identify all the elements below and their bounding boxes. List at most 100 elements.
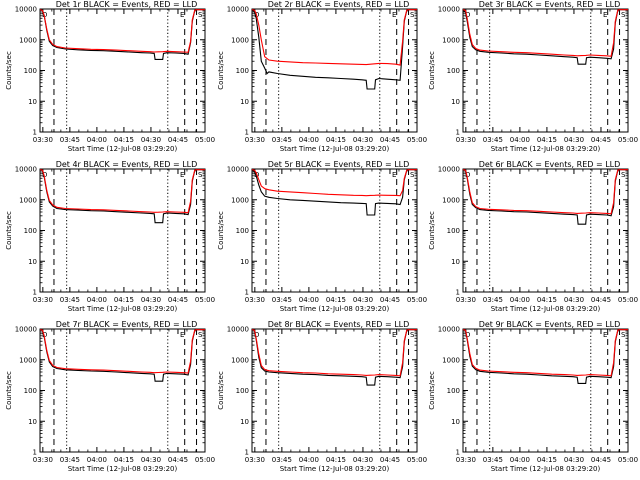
y-tick-label: 10	[240, 98, 249, 106]
x-tick-label: 04:15	[326, 456, 346, 464]
x-tick-label: 04:45	[380, 456, 400, 464]
corner-label-s: S	[410, 331, 415, 339]
corner-label-s: S	[621, 171, 626, 179]
chart-title: Det 4r BLACK = Events, RED = LLD	[56, 160, 198, 169]
x-tick-label: 04:45	[168, 456, 188, 464]
x-tick-label: 04:00	[87, 136, 107, 144]
x-tick-label: 03:30	[245, 136, 265, 144]
x-tick-label: 04:00	[299, 456, 319, 464]
corner-label-d: D	[465, 171, 470, 179]
x-tick-label: 05:00	[407, 136, 427, 144]
x-tick-label: 04:00	[87, 296, 107, 304]
x-axis-label: Start Time (12-Jul-08 03:29:20)	[491, 305, 601, 313]
y-tick-label: 1000	[442, 196, 460, 204]
x-axis-label: Start Time (12-Jul-08 03:29:20)	[491, 465, 601, 473]
plot-frame	[462, 328, 629, 453]
x-tick-label: 04:30	[353, 296, 373, 304]
x-tick-label: 04:15	[114, 456, 134, 464]
series-line-events	[252, 169, 417, 216]
y-tick-label: 100	[447, 67, 460, 75]
y-tick-label: 1	[245, 449, 249, 457]
y-axis-label: Counts/sec	[5, 51, 13, 90]
series-line-lld	[463, 9, 628, 57]
series-line-lld	[463, 329, 628, 377]
series-line-lld	[463, 169, 628, 215]
plot-frame	[39, 8, 206, 133]
x-tick-label: 03:30	[456, 136, 476, 144]
y-axis-label: Counts/sec	[428, 371, 436, 410]
plot-frame	[251, 168, 418, 293]
corner-label-d: D	[42, 11, 47, 19]
y-tick-label: 10000	[438, 166, 460, 174]
x-axis-label: Start Time (12-Jul-08 03:29:20)	[280, 305, 390, 313]
series-line-lld	[252, 329, 417, 377]
corner-label-e: E	[180, 331, 184, 339]
y-tick-label: 10	[451, 258, 460, 266]
y-tick-label: 1	[456, 449, 460, 457]
y-tick-label: 10000	[438, 326, 460, 334]
corner-label-e: E	[603, 331, 607, 339]
y-tick-label: 100	[236, 67, 249, 75]
series-line-lld	[40, 169, 205, 214]
corner-label-e: E	[392, 331, 396, 339]
y-tick-label: 1	[33, 129, 37, 137]
plot-frame	[39, 168, 206, 293]
x-tick-label: 04:45	[591, 296, 611, 304]
x-tick-label: 04:45	[380, 136, 400, 144]
series-line-events	[40, 169, 205, 224]
corner-label-d: D	[42, 331, 47, 339]
x-axis-label: Start Time (12-Jul-08 03:29:20)	[68, 305, 178, 313]
x-tick-label: 04:15	[537, 296, 557, 304]
corner-label-d: D	[465, 331, 470, 339]
y-axis-label: Counts/sec	[428, 51, 436, 90]
x-tick-label: 03:45	[483, 296, 503, 304]
x-tick-label: 04:30	[353, 456, 373, 464]
chart-panel-5: Det 5r BLACK = Events, RED = LLD 1 10 100 10…	[217, 160, 427, 313]
y-tick-label: 10	[28, 418, 37, 426]
x-tick-label: 04:45	[380, 296, 400, 304]
y-tick-label: 10000	[438, 6, 460, 14]
x-tick-label: 04:30	[564, 296, 584, 304]
corner-label-e: E	[180, 11, 184, 19]
corner-label-d: D	[254, 331, 259, 339]
x-tick-label: 04:15	[537, 456, 557, 464]
x-axis-label: Start Time (12-Jul-08 03:29:20)	[68, 465, 178, 473]
chart-title: Det 9r BLACK = Events, RED = LLD	[479, 320, 621, 329]
y-tick-label: 10000	[227, 6, 249, 14]
plot-frame	[462, 8, 629, 133]
y-tick-label: 10000	[15, 6, 37, 14]
corner-label-s: S	[410, 11, 415, 19]
y-tick-label: 1000	[442, 356, 460, 364]
corner-label-s: S	[198, 171, 203, 179]
series-line-lld	[252, 9, 417, 66]
x-axis-label: Start Time (12-Jul-08 03:29:20)	[68, 145, 178, 153]
x-tick-label: 03:45	[60, 136, 80, 144]
chart-panel-9: Det 9r BLACK = Events, RED = LLD 1 10 100 10…	[428, 320, 638, 473]
y-tick-label: 1	[33, 289, 37, 297]
x-tick-label: 04:30	[141, 456, 161, 464]
chart-panel-3: Det 3r BLACK = Events, RED = LLD 1 10 100 10…	[428, 0, 638, 153]
y-tick-label: 100	[24, 227, 37, 235]
x-tick-label: 05:00	[618, 296, 638, 304]
y-tick-label: 10	[451, 418, 460, 426]
x-tick-label: 04:45	[168, 136, 188, 144]
chart-title: Det 3r BLACK = Events, RED = LLD	[479, 0, 621, 9]
x-tick-label: 05:00	[618, 456, 638, 464]
x-tick-label: 05:00	[195, 456, 215, 464]
y-tick-label: 10000	[15, 166, 37, 174]
corner-label-e: E	[603, 11, 607, 19]
x-tick-label: 03:30	[245, 296, 265, 304]
y-tick-label: 1000	[442, 36, 460, 44]
x-tick-label: 05:00	[195, 296, 215, 304]
x-tick-label: 03:45	[60, 456, 80, 464]
x-axis-label: Start Time (12-Jul-08 03:29:20)	[280, 465, 390, 473]
plot-frame	[251, 328, 418, 453]
chart-title: Det 5r BLACK = Events, RED = LLD	[268, 160, 410, 169]
x-tick-label: 05:00	[407, 456, 427, 464]
y-tick-label: 10000	[227, 326, 249, 334]
x-tick-label: 04:30	[141, 296, 161, 304]
x-tick-label: 04:15	[114, 296, 134, 304]
corner-label-d: D	[42, 171, 47, 179]
x-tick-label: 04:30	[564, 456, 584, 464]
corner-label-s: S	[198, 11, 203, 19]
